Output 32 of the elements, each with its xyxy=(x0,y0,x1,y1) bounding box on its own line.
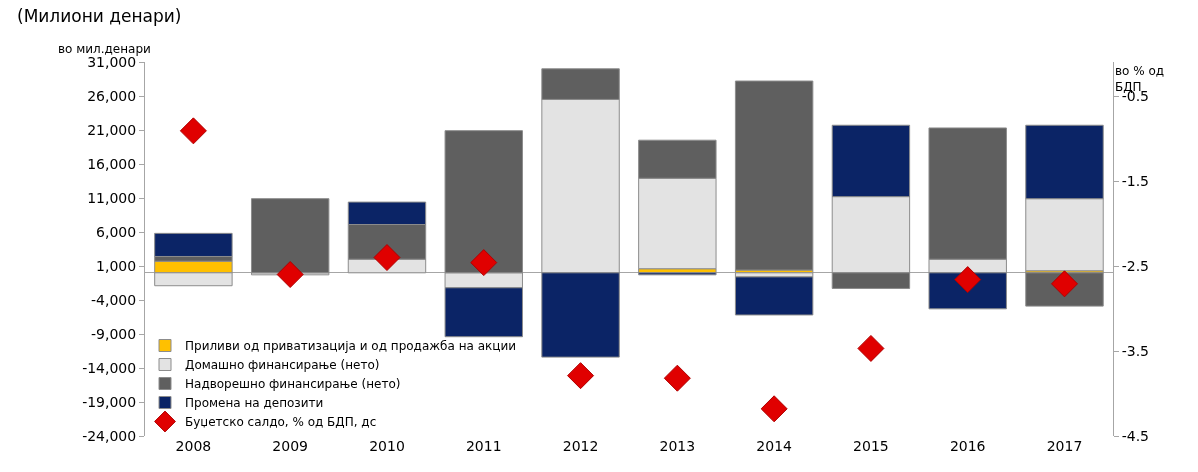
y2-tick-label: -1.5 xyxy=(1121,172,1150,189)
legend-label: Промена на депозити xyxy=(185,396,324,411)
x-tick-label: 2016 xyxy=(949,438,986,454)
y-tick-label: -4,000 xyxy=(91,291,137,308)
x-tick-label: 2017 xyxy=(1046,438,1083,454)
y-tick-label: 6,000 xyxy=(96,223,137,240)
y-tick-label: 26,000 xyxy=(87,87,137,104)
legend-label: Буџетско салдо, % од БДП, дс xyxy=(185,415,377,430)
x-tick-label: 2010 xyxy=(369,438,405,454)
y-tick-label: 1,000 xyxy=(96,257,137,274)
y2-tick-label: -2.5 xyxy=(1121,257,1150,274)
legend-label: Надворешно финансирање (нето) xyxy=(185,377,401,392)
x-tick-label: 2015 xyxy=(853,438,889,454)
y-tick-label: -9,000 xyxy=(91,325,137,342)
legend-label: Приливи од приватизација и од продажба на акции xyxy=(185,339,517,354)
x-tick-label: 2012 xyxy=(562,438,599,454)
chart-title: (Милиони денари) xyxy=(17,6,182,26)
y-tick-label: 21,000 xyxy=(87,121,137,138)
legend-label: Домашно финансирање (нето) xyxy=(185,358,380,373)
y-tick-label: -24,000 xyxy=(82,427,137,444)
x-tick-label: 2013 xyxy=(659,438,696,454)
x-tick-label: 2014 xyxy=(756,438,793,454)
x-tick-label: 2009 xyxy=(272,438,308,454)
y-tick-label: -19,000 xyxy=(82,393,137,410)
x-tick-label: 2011 xyxy=(465,438,502,454)
x-tick-label: 2008 xyxy=(175,438,212,454)
y-tick-label: 11,000 xyxy=(87,189,137,206)
y-tick-label: 16,000 xyxy=(87,155,137,172)
y2-tick-label: -4.5 xyxy=(1121,427,1150,444)
y2-tick-label: -3.5 xyxy=(1121,342,1150,359)
y-axis-title: во мил.денари xyxy=(58,42,151,56)
y-tick-label: -14,000 xyxy=(82,359,137,376)
